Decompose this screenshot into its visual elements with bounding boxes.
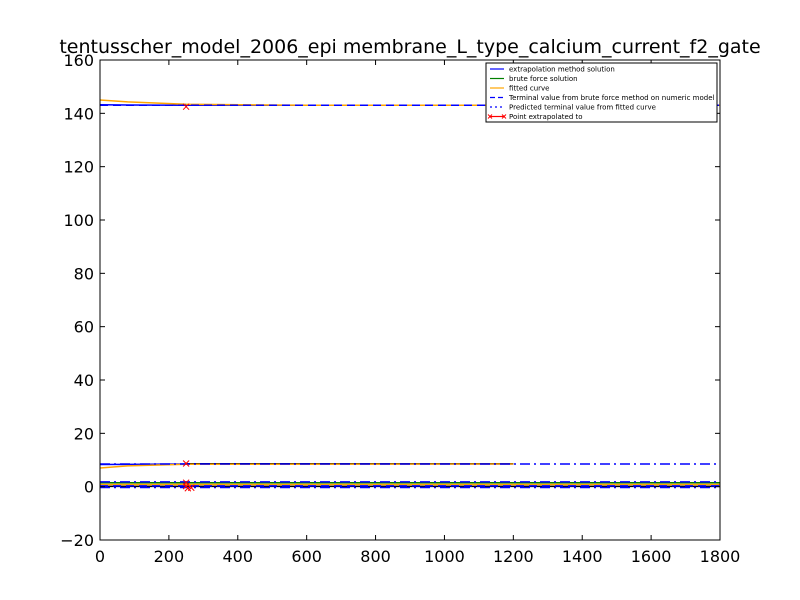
legend-label: fitted curve <box>509 85 550 93</box>
plot-frame <box>99 59 721 541</box>
legend-label: Predicted terminal value from fitted cur… <box>509 104 656 112</box>
y-tick-label: 60 <box>74 318 94 337</box>
legend-item: extrapolation method solution <box>490 66 615 74</box>
x-tick-label: 200 <box>154 547 185 566</box>
legend-item: Terminal value from brute force method o… <box>490 94 715 102</box>
y-tick-label: 160 <box>63 51 94 70</box>
x-tick-label: 600 <box>291 547 322 566</box>
legend-item: Point extrapolated to <box>487 113 583 121</box>
point-extrapolated-marker <box>187 484 195 492</box>
y-tick-label: 140 <box>63 104 94 123</box>
x-tick-label: 1600 <box>631 547 672 566</box>
plot-area <box>100 60 720 540</box>
x-tick-label: 1200 <box>493 547 534 566</box>
legend-item: Predicted terminal value from fitted cur… <box>490 104 656 112</box>
y-tick-label: 0 <box>84 478 94 497</box>
y-tick-label: 120 <box>63 158 94 177</box>
y-tick-label: 100 <box>63 211 94 230</box>
legend-item: brute force solution <box>490 75 578 83</box>
y-tick-label: −20 <box>60 531 94 550</box>
x-axis: 0 200 400 600 800 1000 1200 1400 1600 1800 <box>95 60 740 566</box>
legend-label: brute force solution <box>509 75 578 83</box>
y-tick-label: 80 <box>74 264 94 283</box>
chart-title: tentusscher_model_2006_epi membrane_L_ty… <box>59 36 760 58</box>
x-tick-label: 1000 <box>424 547 465 566</box>
legend-label: extrapolation method solution <box>509 66 615 74</box>
x-tick-label: 1400 <box>562 547 603 566</box>
points-layer <box>182 103 195 492</box>
legend-item: fitted curve <box>490 85 550 93</box>
y-tick-label: 40 <box>74 371 94 390</box>
legend-label: Terminal value from brute force method o… <box>508 94 715 102</box>
legend-label: Point extrapolated to <box>509 113 583 121</box>
x-tick-label: 800 <box>360 547 391 566</box>
x-tick-label: 0 <box>95 547 105 566</box>
legend-box <box>485 62 718 123</box>
y-axis: −20 0 20 40 60 80 100 120 140 160 <box>60 51 720 550</box>
series-layer <box>100 99 720 489</box>
y-tick-label: 20 <box>74 424 94 443</box>
x-tick-label: 400 <box>223 547 254 566</box>
x-tick-label: 1800 <box>700 547 741 566</box>
point-extrapolated-marker <box>182 460 190 467</box>
point-extrapolated-marker <box>182 103 190 111</box>
